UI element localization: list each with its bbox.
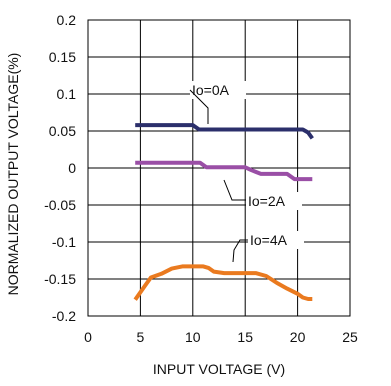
annotation-leader xyxy=(223,179,246,201)
annotation-bg xyxy=(246,192,302,210)
y-tick-labels: 0.2 0.15 0.1 0.05 0 -0.05 -0.1 -0.15 -0.2 xyxy=(44,12,76,324)
y-tick-label: -0.15 xyxy=(44,271,76,287)
annotation-bg xyxy=(190,81,246,99)
y-tick-label: -0.1 xyxy=(52,234,76,250)
y-tick-label: 0.2 xyxy=(57,12,77,28)
x-tick-label: 10 xyxy=(185,329,201,345)
y-tick-label: 0.05 xyxy=(49,123,76,139)
series-annotation-3: Io=4A xyxy=(250,232,288,248)
y-tick-label: 0 xyxy=(68,160,76,176)
series-annotation-2: Io=2A xyxy=(248,193,286,209)
y-tick-label: -0.05 xyxy=(44,197,76,213)
series-annotation-1: Io=0A xyxy=(192,82,230,98)
x-tick-labels: 0 5 10 15 20 25 xyxy=(84,329,358,345)
series-line-1 xyxy=(135,123,314,140)
y-tick-label: 0.15 xyxy=(49,49,76,65)
x-tick-label: 0 xyxy=(84,329,92,345)
annotations: Io=0A Io=2A Io=4A xyxy=(189,81,304,263)
annotation-bg xyxy=(248,231,304,249)
x-tick-label: 15 xyxy=(237,329,253,345)
series-line-2 xyxy=(135,160,313,182)
x-tick-label: 20 xyxy=(290,329,306,345)
x-tick-label: 5 xyxy=(137,329,145,345)
annotation-leader xyxy=(232,239,248,263)
y-tick-label: -0.2 xyxy=(52,308,76,324)
series-group xyxy=(133,123,314,301)
x-tick-label: 25 xyxy=(342,329,358,345)
y-axis-label: NORMALIZED OUTPUT VOLTAGE(%) xyxy=(5,53,21,296)
y-tick-label: 0.1 xyxy=(57,86,77,102)
x-axis-label: INPUT VOLTAGE (V) xyxy=(153,361,285,377)
series-line-3 xyxy=(133,264,313,301)
plot-area-frame xyxy=(87,19,351,317)
annotation-leader xyxy=(189,89,209,124)
